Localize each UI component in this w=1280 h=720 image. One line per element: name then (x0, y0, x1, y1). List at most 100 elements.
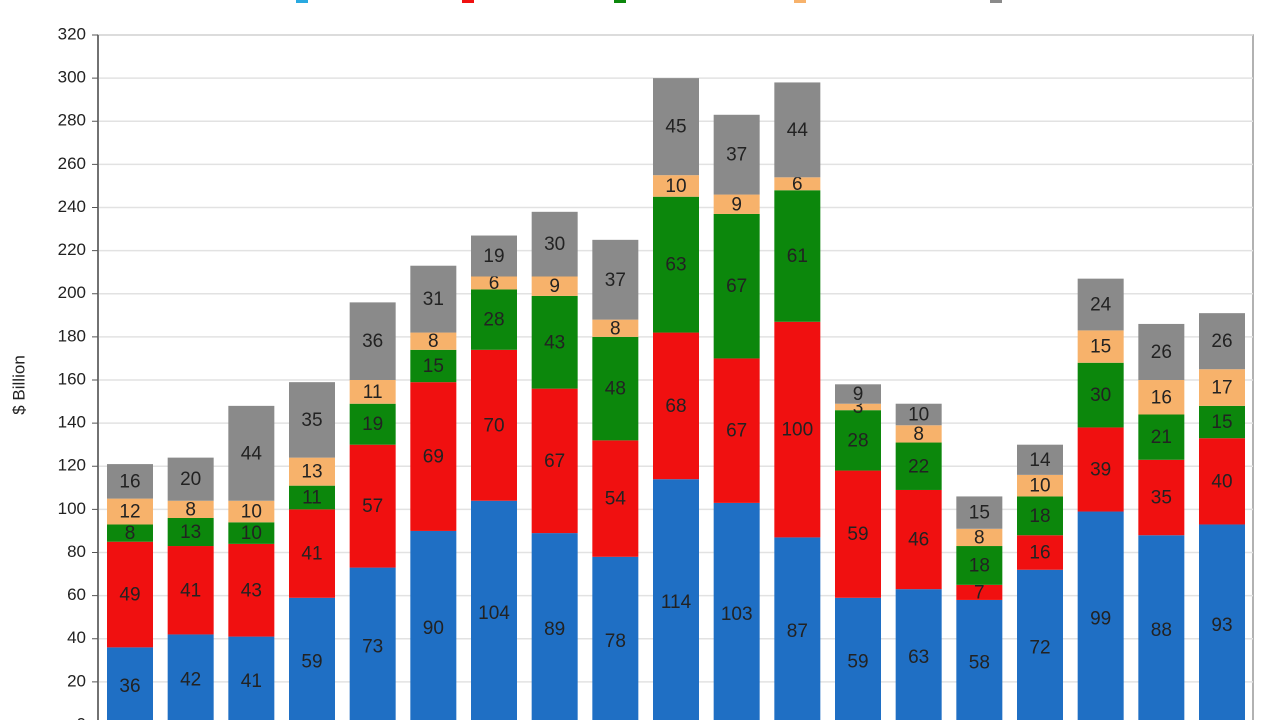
data-label: 14 (1029, 450, 1051, 471)
bar-segment (653, 196, 699, 333)
data-label: 30 (544, 234, 565, 255)
y-tick-label: 160 (58, 369, 86, 388)
data-label: 36 (119, 676, 140, 697)
y-tick-label: 220 (58, 240, 86, 259)
bar-segment (349, 403, 396, 445)
bar-segment (531, 533, 578, 720)
data-label: 18 (1029, 506, 1050, 527)
data-label: 9 (853, 384, 864, 405)
y-tick-label: 0 (77, 714, 86, 720)
bar-segment (410, 265, 457, 333)
y-tick-label: 260 (58, 154, 86, 173)
y-tick-label: 120 (58, 456, 86, 475)
bar-segment (289, 485, 335, 510)
data-label: 41 (180, 580, 201, 601)
bar-segment (1077, 427, 1124, 512)
data-label: 8 (913, 424, 924, 445)
bar-segment (835, 410, 881, 471)
bar-segment (592, 336, 639, 441)
legend-swatch (614, 0, 626, 3)
bar-segment (107, 524, 153, 542)
data-label: 114 (661, 592, 692, 613)
bar-segment (713, 213, 760, 359)
bar-segment (471, 349, 517, 501)
y-tick-label: 240 (58, 197, 86, 216)
data-label: 45 (665, 117, 686, 138)
data-label: 37 (726, 145, 747, 166)
data-label: 18 (969, 555, 990, 576)
y-tick-label: 40 (67, 628, 86, 647)
legend-swatch (794, 0, 806, 3)
data-label: 36 (362, 331, 383, 352)
y-tick-label: 20 (67, 671, 86, 690)
data-label: 78 (605, 631, 626, 652)
bar-segment (895, 589, 942, 720)
bar-segment (895, 403, 942, 426)
data-label: 37 (605, 270, 626, 291)
legend-swatch (462, 0, 474, 3)
bar-segment (895, 442, 942, 490)
data-label: 7 (974, 582, 985, 603)
bar-segment (774, 190, 821, 322)
data-label: 59 (847, 524, 868, 545)
bar-segment (531, 388, 578, 534)
data-label: 10 (1029, 476, 1050, 497)
bar-segment (228, 636, 275, 720)
bar-segment (956, 584, 1003, 600)
bar-segment (1077, 330, 1124, 363)
bar-segment (895, 425, 942, 443)
data-label: 68 (665, 396, 686, 417)
y-tick-label: 320 (58, 24, 86, 43)
data-label: 88 (1151, 620, 1172, 641)
data-label: 28 (847, 430, 868, 451)
bar-segment (167, 634, 214, 720)
data-label: 21 (1151, 427, 1172, 448)
bar-segment (713, 114, 760, 195)
y-tick-label: 280 (58, 111, 86, 130)
bar-segment (1199, 369, 1245, 406)
bar-segment (289, 382, 335, 458)
bar-segment (1077, 511, 1124, 720)
data-label: 69 (423, 447, 444, 468)
bar-segment (653, 332, 699, 480)
data-label: 9 (731, 194, 742, 215)
legend-swatch (990, 0, 1002, 3)
data-label: 100 (781, 420, 813, 441)
bar-segment (228, 500, 275, 523)
bar-segment (289, 597, 335, 720)
bar-segment (713, 358, 760, 503)
data-label: 44 (787, 120, 809, 141)
data-label: 11 (363, 382, 383, 403)
bar-segment (835, 470, 881, 598)
data-label: 3 (853, 397, 864, 418)
bar-segment (1138, 414, 1185, 460)
bar-segment (1199, 524, 1245, 720)
data-label: 6 (489, 273, 500, 294)
bar-segment (289, 509, 335, 598)
data-label: 104 (478, 603, 510, 624)
bar-segment (107, 647, 153, 720)
data-label: 59 (847, 651, 868, 672)
data-label: 10 (908, 405, 929, 426)
bar-segment (1017, 444, 1063, 475)
bar-segment (1017, 474, 1063, 497)
y-tick-label: 140 (58, 413, 86, 432)
data-label: 41 (301, 544, 322, 565)
data-label: 9 (549, 276, 560, 297)
y-tick-label: 180 (58, 326, 86, 345)
bar-segment (471, 500, 517, 720)
bar-segment (349, 302, 396, 380)
data-label: 15 (969, 503, 990, 524)
data-label: 54 (605, 489, 627, 510)
bar-segment (471, 235, 517, 277)
data-label: 26 (1211, 331, 1232, 352)
bar-segment (1199, 438, 1245, 525)
data-label: 13 (301, 462, 322, 483)
bar-segment (1138, 535, 1185, 720)
bar-segment (1138, 459, 1185, 536)
data-label: 99 (1090, 608, 1111, 629)
bar-segment (531, 276, 578, 296)
data-label: 67 (544, 451, 565, 472)
y-tick-label: 60 (67, 585, 86, 604)
